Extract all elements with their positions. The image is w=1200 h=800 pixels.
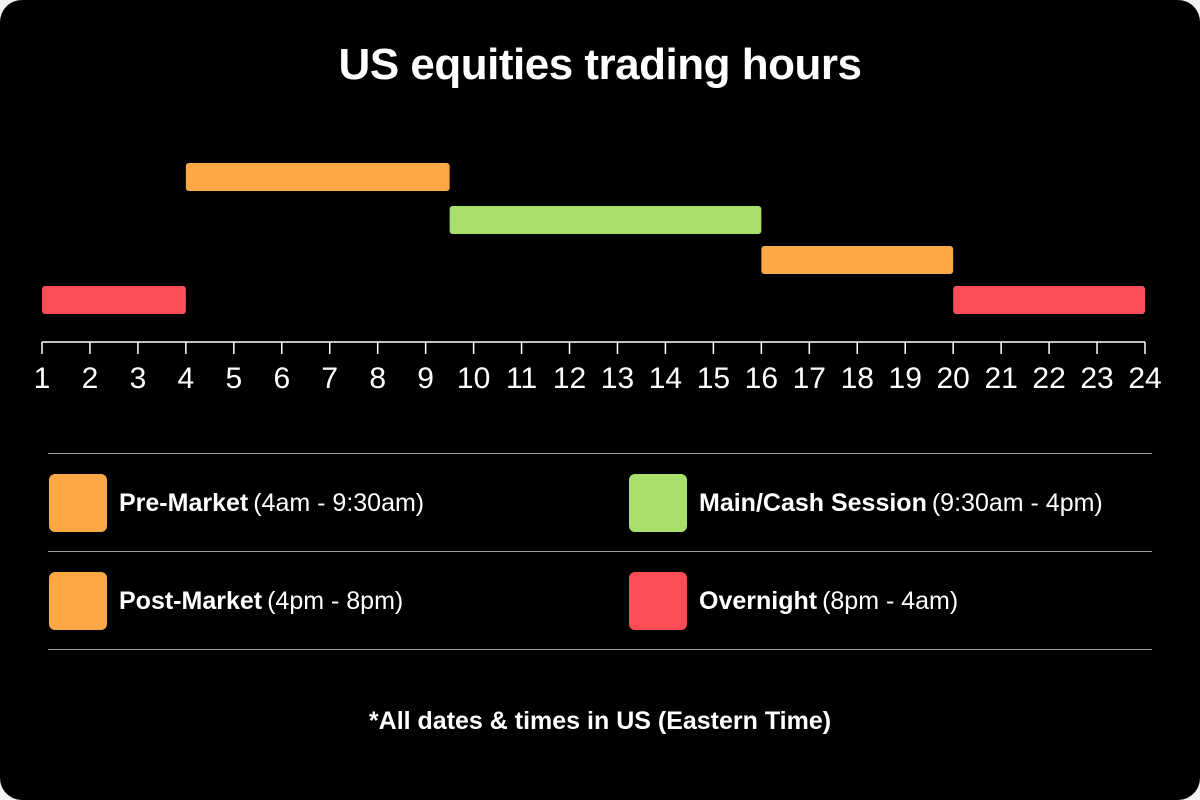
session-bar-overnight (953, 286, 1145, 314)
x-tick-label: 20 (936, 362, 969, 395)
x-tick-label: 23 (1080, 362, 1113, 395)
legend-item-overnight: Overnight (8pm - 4am) (629, 572, 958, 630)
x-tick-label: 6 (273, 362, 290, 395)
x-tick-label: 4 (178, 362, 195, 395)
chart-title: US equities trading hours (338, 40, 862, 89)
legend-swatch-post-market (49, 572, 107, 630)
legend-divider-middle (48, 551, 1152, 552)
legend-item-pre-market: Pre-Market (4am - 9:30am) (49, 474, 424, 532)
legend-range-post-market: (4pm - 8pm) (267, 586, 404, 615)
legend-label-pre-market: Pre-Market (119, 488, 249, 517)
legend-item-post-market: Post-Market (4pm - 8pm) (49, 572, 403, 630)
x-tick-label: 18 (841, 362, 874, 395)
legend-item-main-session: Main/Cash Session (9:30am - 4pm) (629, 474, 1103, 532)
x-tick-label: 10 (457, 362, 490, 395)
x-tick-label: 11 (506, 362, 537, 395)
footnote: *All dates & times in US (Eastern Time) (368, 707, 832, 735)
legend-swatch-pre-market (49, 474, 107, 532)
x-tick-label: 7 (321, 362, 338, 395)
legend-label-main-session: Main/Cash Session (699, 488, 927, 517)
x-tick-label: 21 (984, 362, 1017, 395)
session-bar-overnight (42, 286, 186, 314)
x-tick-label: 5 (225, 362, 242, 395)
legend-range-main-session: (9:30am - 4pm) (931, 488, 1103, 517)
legend-swatch-overnight (629, 572, 687, 630)
session-bar-main-cash-session (449, 206, 762, 234)
x-tick-label: 14 (649, 362, 682, 395)
x-tick-label: 16 (745, 362, 778, 395)
x-tick-label: 2 (82, 362, 99, 395)
x-tick-label: 22 (1032, 362, 1065, 395)
x-tick-label: 12 (553, 362, 586, 395)
x-tick-label: 24 (1128, 362, 1161, 395)
legend-label-overnight: Overnight (699, 586, 818, 615)
x-tick-label: 1 (34, 362, 51, 395)
legend-range-overnight: (8pm - 4am) (822, 586, 959, 615)
legend-range-pre-market: (4am - 9:30am) (253, 488, 425, 517)
x-tick-label: 8 (369, 362, 386, 395)
x-tick-label: 13 (601, 362, 634, 395)
legend-divider-top (48, 453, 1152, 454)
x-tick-label: 3 (130, 362, 147, 395)
x-tick-label: 19 (889, 362, 922, 395)
legend-divider-bottom (48, 649, 1152, 650)
session-bar-pre-market (185, 163, 450, 191)
timeline-chart: 1 2 3 4 5 6 7 8 9 10 11 12 13 14 15 16 17 18 19 20 21 22 23 24 (34, 163, 1162, 395)
x-tick-label: 9 (417, 362, 434, 395)
legend-label-post-market: Post-Market (119, 586, 263, 615)
x-tick-label: 15 (697, 362, 730, 395)
x-tick-label: 17 (793, 362, 826, 395)
legend-swatch-main-session (629, 474, 687, 532)
session-bar-post-market (761, 246, 954, 274)
